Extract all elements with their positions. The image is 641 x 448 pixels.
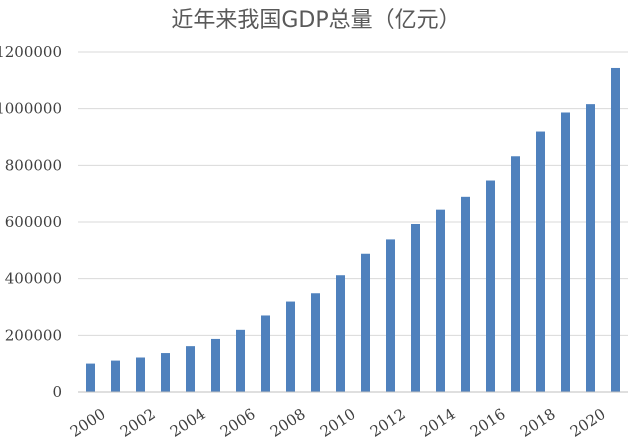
x-tick-label: 2020 bbox=[567, 405, 609, 441]
bar-2006 bbox=[236, 329, 245, 392]
x-tick-label: 2010 bbox=[317, 405, 359, 441]
x-tick-label: 2014 bbox=[417, 405, 459, 441]
y-tick-label: 1200000 bbox=[0, 43, 62, 61]
bar-2005 bbox=[211, 338, 220, 392]
bar-series bbox=[86, 67, 620, 393]
x-tick-label: 2000 bbox=[67, 405, 109, 441]
y-tick-label: 600000 bbox=[5, 213, 62, 231]
bar-2008 bbox=[286, 301, 295, 392]
bar-2009 bbox=[311, 293, 320, 392]
bar-2003 bbox=[161, 353, 170, 392]
x-axis-tick-labels: 2000 2002 2004 2006 2008 2010 2012 2014 2016 2018… bbox=[67, 405, 609, 441]
bar-2000 bbox=[86, 363, 95, 392]
bar-2017 bbox=[511, 156, 520, 392]
bar-2004 bbox=[186, 346, 195, 392]
bar-2020 bbox=[586, 104, 595, 392]
x-tick-label: 2012 bbox=[367, 405, 409, 441]
x-tick-label: 2018 bbox=[517, 405, 559, 441]
x-tick-label: 2002 bbox=[117, 405, 159, 441]
y-tick-label: 400000 bbox=[5, 270, 62, 288]
x-tick-label: 2008 bbox=[267, 405, 309, 441]
bar-2018 bbox=[536, 131, 545, 393]
bar-2011 bbox=[361, 253, 370, 392]
bar-2015 bbox=[461, 196, 470, 392]
x-tick-label: 2016 bbox=[467, 405, 509, 441]
bar-2013 bbox=[411, 223, 420, 392]
x-tick-label: 2006 bbox=[217, 405, 259, 441]
bar-2002 bbox=[136, 357, 145, 392]
chart-title: 近年来我国GDP总量（亿元） bbox=[171, 8, 460, 33]
bar-2001 bbox=[111, 360, 120, 392]
x-tick-label: 2004 bbox=[167, 405, 209, 441]
y-tick-label: 0 bbox=[52, 383, 62, 401]
bar-2021 bbox=[611, 67, 620, 393]
bar-2019 bbox=[561, 112, 570, 393]
y-tick-label: 1000000 bbox=[0, 100, 62, 118]
bar-2014 bbox=[436, 209, 445, 392]
y-tick-label: 800000 bbox=[5, 156, 62, 174]
bar-2016 bbox=[486, 180, 495, 392]
y-tick-label: 200000 bbox=[5, 326, 62, 344]
bar-2007 bbox=[261, 315, 270, 392]
y-axis-tick-labels: 0 200000 400000 600000 800000 1000000 1200000 bbox=[0, 43, 62, 401]
bar-2010 bbox=[336, 275, 345, 392]
gridlines bbox=[78, 51, 628, 336]
bar-2012 bbox=[386, 239, 395, 392]
